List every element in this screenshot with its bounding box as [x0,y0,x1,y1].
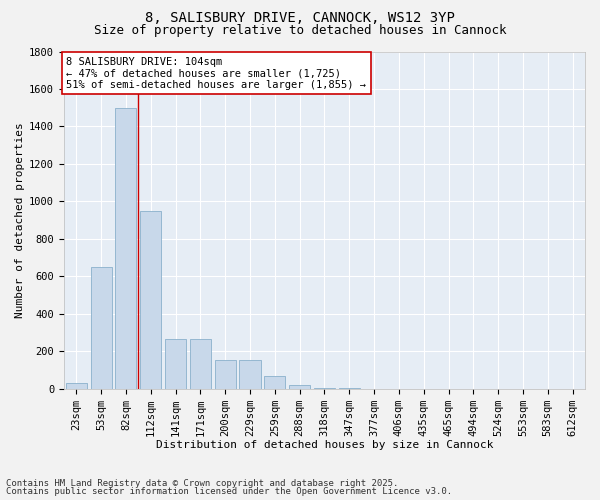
Bar [140,210,161,388]
Text: 8, SALISBURY DRIVE, CANNOCK, WS12 3YP: 8, SALISBURY DRIVE, CANNOCK, WS12 3YP [145,11,455,25]
X-axis label: Distribution of detached houses by size in Cannock: Distribution of detached houses by size … [155,440,493,450]
Text: Contains public sector information licensed under the Open Government Licence v3: Contains public sector information licen… [6,487,452,496]
Bar [115,108,136,388]
Text: Contains HM Land Registry data © Crown copyright and database right 2025.: Contains HM Land Registry data © Crown c… [6,478,398,488]
Bar [190,339,211,388]
Bar [66,383,87,388]
Bar [91,267,112,388]
Bar [264,376,286,388]
Bar [289,385,310,388]
Text: 8 SALISBURY DRIVE: 104sqm
← 47% of detached houses are smaller (1,725)
51% of se: 8 SALISBURY DRIVE: 104sqm ← 47% of detac… [67,56,367,90]
Text: Size of property relative to detached houses in Cannock: Size of property relative to detached ho… [94,24,506,37]
Bar [239,360,260,388]
Bar [165,339,186,388]
Y-axis label: Number of detached properties: Number of detached properties [15,122,25,318]
Bar [215,360,236,388]
